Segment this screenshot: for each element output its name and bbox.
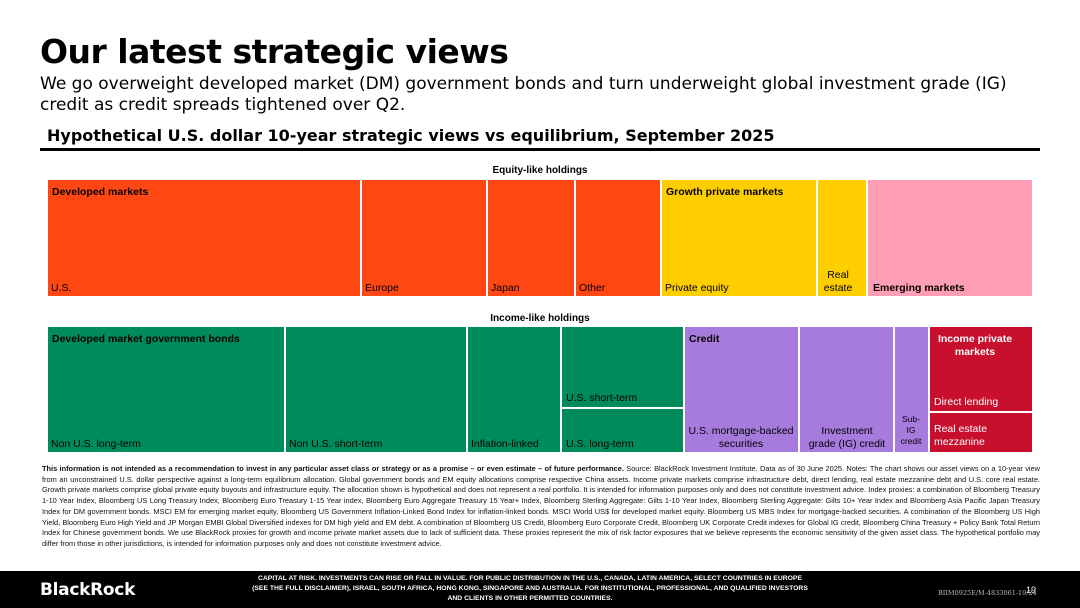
tile-private-equity [662, 180, 816, 296]
footer-bar: BlackRock CAPITAL AT RISK. INVESTMENTS C… [0, 571, 1080, 608]
page-number: 19 [1026, 585, 1037, 595]
tile-other [576, 180, 660, 296]
page-subtitle: We go overweight developed market (DM) g… [40, 74, 1007, 115]
tile-label-non-u-s-long-term: Non U.S. long-term [51, 438, 141, 450]
group-label-income-like-holdings: Income-like holdings [490, 313, 590, 324]
document-code: BIIM0925E/M-4833061-19/24 [938, 589, 1037, 597]
tile-non-u-s-long-term [48, 327, 284, 452]
treemap-chart: Equity-like holdings Income-like holdings… [48, 165, 1032, 452]
tile-u-s-short-term [562, 327, 683, 407]
tile-u-s [48, 180, 360, 296]
tile-direct-lending [930, 327, 1032, 411]
tile-label-u-s-long-term: U.S. long-term [566, 438, 634, 450]
chart-notes: This information is not intended as a re… [42, 464, 1040, 550]
category-label-developed-markets: Developed markets [52, 186, 148, 198]
tile-japan [488, 180, 574, 296]
blackrock-logo: BlackRock [40, 580, 136, 600]
tile-sub-ig-credit [895, 327, 928, 452]
tile-europe [362, 180, 486, 296]
tile-label-private-equity: Private equity [665, 282, 729, 294]
category-label-income-private-markets: Income private markets [938, 333, 1012, 358]
tile-label-direct-lending: Direct lending [934, 396, 998, 408]
category-label-developed-market-government-bonds: Developed market government bonds [52, 333, 240, 345]
footer-disclaimer: CAPITAL AT RISK. INVESTMENTS CAN RISE OR… [252, 575, 808, 602]
tile-real-estate-mezzanine [930, 413, 1032, 452]
page-title: Our latest strategic views [40, 32, 509, 71]
tile-emerging-markets [868, 180, 1032, 296]
notes-disclaimer: This information is not intended as a re… [42, 464, 624, 473]
tile-real-estate [818, 180, 866, 296]
tile-label-sub-ig-credit: Sub-IG credit [901, 414, 922, 446]
category-label-growth-private-markets: Growth private markets [666, 186, 783, 198]
tile-inflation-linked [468, 327, 560, 452]
tile-label-non-u-s-short-term: Non U.S. short-term [289, 438, 383, 450]
tile-label-real-estate: Real estate [824, 269, 853, 294]
tile-label-u-s: U.S. [51, 282, 71, 294]
tile-label-u-s-short-term: U.S. short-term [566, 392, 637, 404]
chart-title: Hypothetical U.S. dollar 10-year strateg… [47, 126, 775, 145]
tile-label-inflation-linked: Inflation-linked [471, 438, 539, 450]
group-label-equity-like-holdings: Equity-like holdings [492, 165, 587, 176]
tile-label-u-s-mortgage-backed-securities: U.S. mortgage-backed securities [688, 425, 793, 450]
tile-label-investment-grade-ig-credit: Investment grade (IG) credit [809, 425, 886, 450]
category-label-credit: Credit [689, 333, 720, 345]
tile-investment-grade-ig-credit [800, 327, 893, 452]
notes-source: Source: BlackRock Investment Institute. … [42, 464, 1041, 548]
tile-non-u-s-short-term [286, 327, 466, 452]
tile-label-other: Other [579, 282, 606, 294]
category-label-emerging-markets: Emerging markets [873, 282, 965, 294]
tile-label-europe: Europe [365, 282, 399, 294]
tile-label-real-estate-mezzanine: Real estate mezzanine [934, 423, 987, 448]
tile-u-s-long-term [562, 409, 683, 452]
tile-label-japan: Japan [491, 282, 520, 294]
tile-u-s-mortgage-backed-securities [685, 327, 798, 452]
title-divider [40, 148, 1040, 151]
